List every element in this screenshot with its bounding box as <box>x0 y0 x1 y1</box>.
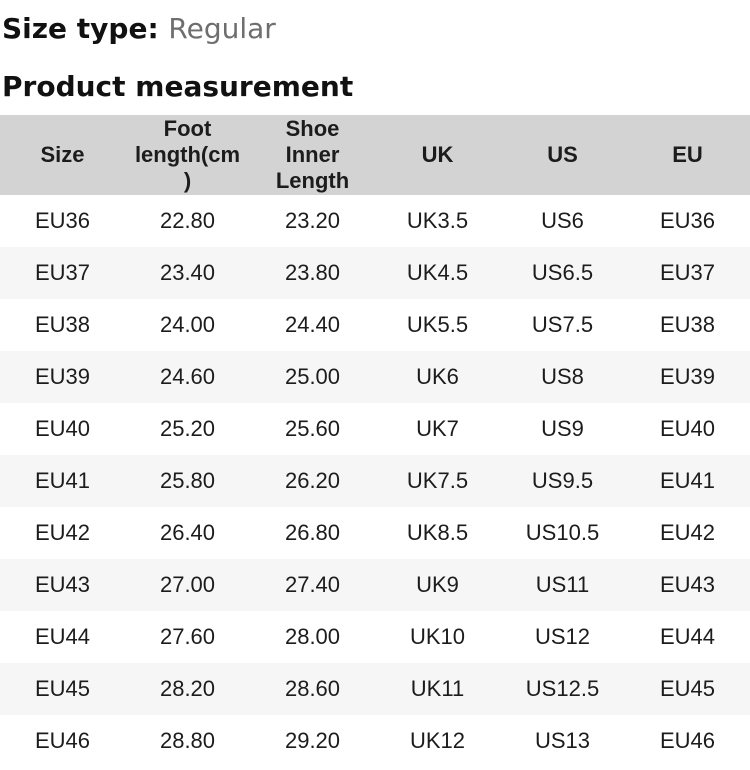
table-cell: 23.80 <box>284 260 341 285</box>
table-cell: EU41 <box>34 468 91 493</box>
size-type-label: Size type: <box>2 12 159 45</box>
table-cell: 26.40 <box>159 520 216 545</box>
table-cell: 24.60 <box>159 364 216 389</box>
table-cell: 26.80 <box>284 520 341 545</box>
table-cell: UK9 <box>416 572 459 597</box>
table-cell: EU43 <box>34 572 91 597</box>
table-cell: 28.20 <box>159 676 216 701</box>
size-type-value: Regular <box>168 12 276 45</box>
table-row: EU41 25.80 26.20 UK7.5 US9.5 EU41 <box>0 455 750 507</box>
table-cell: EU44 <box>659 624 716 649</box>
table-cell: US6 <box>541 208 584 233</box>
table-cell: US12.5 <box>525 676 600 701</box>
table-cell: EU40 <box>34 416 91 441</box>
table-cell: 24.40 <box>284 312 341 337</box>
table-cell: US9 <box>541 416 584 441</box>
table-cell: US11 <box>535 572 590 597</box>
table-cell: UK5.5 <box>406 312 469 337</box>
table-cell: US8 <box>541 364 584 389</box>
table-cell: 25.00 <box>284 364 341 389</box>
table-cell: 25.60 <box>284 416 341 441</box>
table-cell: US9.5 <box>531 468 594 493</box>
table-cell: US13 <box>534 728 591 753</box>
table-cell: 22.80 <box>159 208 216 233</box>
column-header: Foot length(cm) <box>125 115 250 195</box>
column-header: EU <box>625 115 750 195</box>
table-cell: 26.20 <box>284 468 341 493</box>
table-cell: EU46 <box>34 728 91 753</box>
table-row: EU43 27.00 27.40 UK9 US11 EU43 <box>0 559 750 611</box>
table-cell: 28.80 <box>159 728 216 753</box>
table-cell: EU42 <box>659 520 716 545</box>
table-cell: EU39 <box>659 364 716 389</box>
table-cell: 23.40 <box>159 260 216 285</box>
table-cell: EU41 <box>659 468 716 493</box>
table-cell: EU37 <box>34 260 91 285</box>
table-row: EU42 26.40 26.80 UK8.5 US10.5 EU42 <box>0 507 750 559</box>
table-cell: 29.20 <box>284 728 341 753</box>
table-cell: 28.00 <box>284 624 341 649</box>
table-cell: 23.20 <box>284 208 341 233</box>
column-header: US <box>500 115 625 195</box>
column-header: UK <box>375 115 500 195</box>
table-header-row: Size Foot length(cm) Shoe Inner Length UK US… <box>0 115 750 195</box>
table-cell: EU39 <box>34 364 91 389</box>
table-cell: UK4.5 <box>406 260 469 285</box>
table-cell: 28.60 <box>284 676 341 701</box>
table-row: EU44 27.60 28.00 UK10 US12 EU44 <box>0 611 750 663</box>
table-cell: EU45 <box>34 676 91 701</box>
size-chart-body: EU36 22.80 23.20 UK3.5 US6 EU36 EU37 23.40 23.80… <box>0 195 750 767</box>
table-cell: UK10 <box>409 624 466 649</box>
table-cell: 27.00 <box>159 572 216 597</box>
table-cell: UK12 <box>409 728 466 753</box>
table-cell: EU37 <box>659 260 716 285</box>
table-cell: US12 <box>534 624 591 649</box>
table-cell: 25.20 <box>159 416 216 441</box>
table-cell: UK8.5 <box>406 520 469 545</box>
table-cell: EU45 <box>659 676 716 701</box>
table-cell: US10.5 <box>525 520 600 545</box>
table-cell: US7.5 <box>531 312 594 337</box>
column-header: Size <box>0 115 125 195</box>
column-header: Shoe Inner Length <box>250 115 375 195</box>
table-row: EU36 22.80 23.20 UK3.5 US6 EU36 <box>0 195 750 247</box>
table-cell: EU40 <box>659 416 716 441</box>
size-type-heading: Size type: Regular <box>2 12 750 46</box>
table-cell: 25.80 <box>159 468 216 493</box>
table-row: EU39 24.60 25.00 UK6 US8 EU39 <box>0 351 750 403</box>
table-cell: UK11 <box>410 676 465 701</box>
size-chart-table: Size Foot length(cm) Shoe Inner Length UK US… <box>0 115 750 767</box>
table-cell: 24.00 <box>159 312 216 337</box>
table-row: EU38 24.00 24.40 UK5.5 US7.5 EU38 <box>0 299 750 351</box>
table-row: EU45 28.20 28.60 UK11 US12.5 EU45 <box>0 663 750 715</box>
size-chart-header: Size Foot length(cm) Shoe Inner Length UK US… <box>0 115 750 195</box>
table-cell: EU36 <box>659 208 716 233</box>
table-cell: EU43 <box>659 572 716 597</box>
table-cell: UK7.5 <box>406 468 469 493</box>
product-measurement-title: Product measurement <box>2 70 354 103</box>
table-cell: EU38 <box>659 312 716 337</box>
table-row: EU37 23.40 23.80 UK4.5 US6.5 EU37 <box>0 247 750 299</box>
table-cell: UK6 <box>416 364 459 389</box>
table-cell: EU44 <box>34 624 91 649</box>
table-cell: EU38 <box>34 312 91 337</box>
table-cell: 27.60 <box>159 624 216 649</box>
table-row: EU40 25.20 25.60 UK7 US9 EU40 <box>0 403 750 455</box>
table-cell: 27.40 <box>284 572 341 597</box>
table-cell: EU42 <box>34 520 91 545</box>
table-cell: UK7 <box>416 416 459 441</box>
table-cell: UK3.5 <box>406 208 469 233</box>
table-cell: EU46 <box>659 728 716 753</box>
table-cell: US6.5 <box>531 260 594 285</box>
table-cell: EU36 <box>34 208 91 233</box>
table-row: EU46 28.80 29.20 UK12 US13 EU46 <box>0 715 750 767</box>
